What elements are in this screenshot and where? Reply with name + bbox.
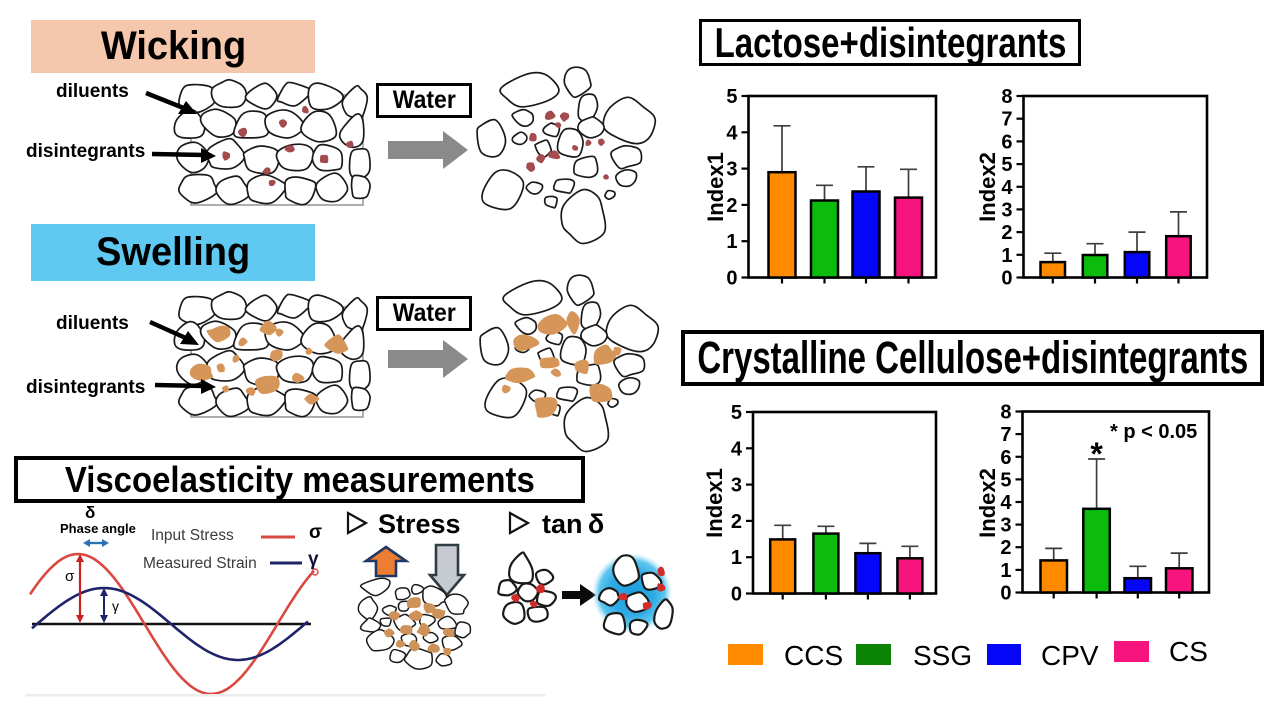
svg-text:8: 8: [1001, 86, 1012, 108]
svg-text:0: 0: [731, 584, 742, 606]
svg-text:5: 5: [1000, 469, 1011, 491]
svg-text:8: 8: [1000, 402, 1011, 424]
svg-text:Index1: Index1: [702, 468, 727, 538]
svg-text:6: 6: [1001, 131, 1012, 153]
svg-text:1: 1: [1000, 560, 1011, 582]
svg-text:4: 4: [1001, 177, 1013, 199]
svg-text:7: 7: [1001, 109, 1012, 131]
svg-text:6: 6: [1000, 447, 1011, 469]
svg-text:Index2: Index2: [975, 468, 1000, 538]
svg-text:2: 2: [731, 511, 742, 533]
svg-text:2: 2: [1000, 537, 1011, 559]
svg-text:4: 4: [1000, 492, 1012, 514]
svg-text:0: 0: [1001, 268, 1012, 290]
svg-text:1: 1: [1001, 245, 1012, 267]
svg-text:3: 3: [726, 159, 737, 181]
svg-text:0: 0: [726, 268, 737, 290]
svg-text:0: 0: [1000, 583, 1011, 605]
svg-text:*: *: [1090, 436, 1103, 472]
svg-text:3: 3: [1000, 515, 1011, 537]
svg-text:1: 1: [726, 231, 737, 253]
svg-text:4: 4: [731, 438, 743, 460]
svg-text:Index2: Index2: [975, 152, 1000, 222]
svg-text:5: 5: [731, 402, 742, 424]
svg-text:7: 7: [1000, 424, 1011, 446]
svg-text:1: 1: [731, 547, 742, 569]
svg-text:3: 3: [731, 475, 742, 497]
svg-text:2: 2: [1001, 222, 1012, 244]
svg-text:Index1: Index1: [703, 152, 728, 222]
svg-text:2: 2: [726, 195, 737, 217]
svg-text:5: 5: [726, 86, 737, 108]
svg-text:4: 4: [726, 122, 738, 144]
svg-text:3: 3: [1001, 199, 1012, 221]
svg-text:5: 5: [1001, 154, 1012, 176]
